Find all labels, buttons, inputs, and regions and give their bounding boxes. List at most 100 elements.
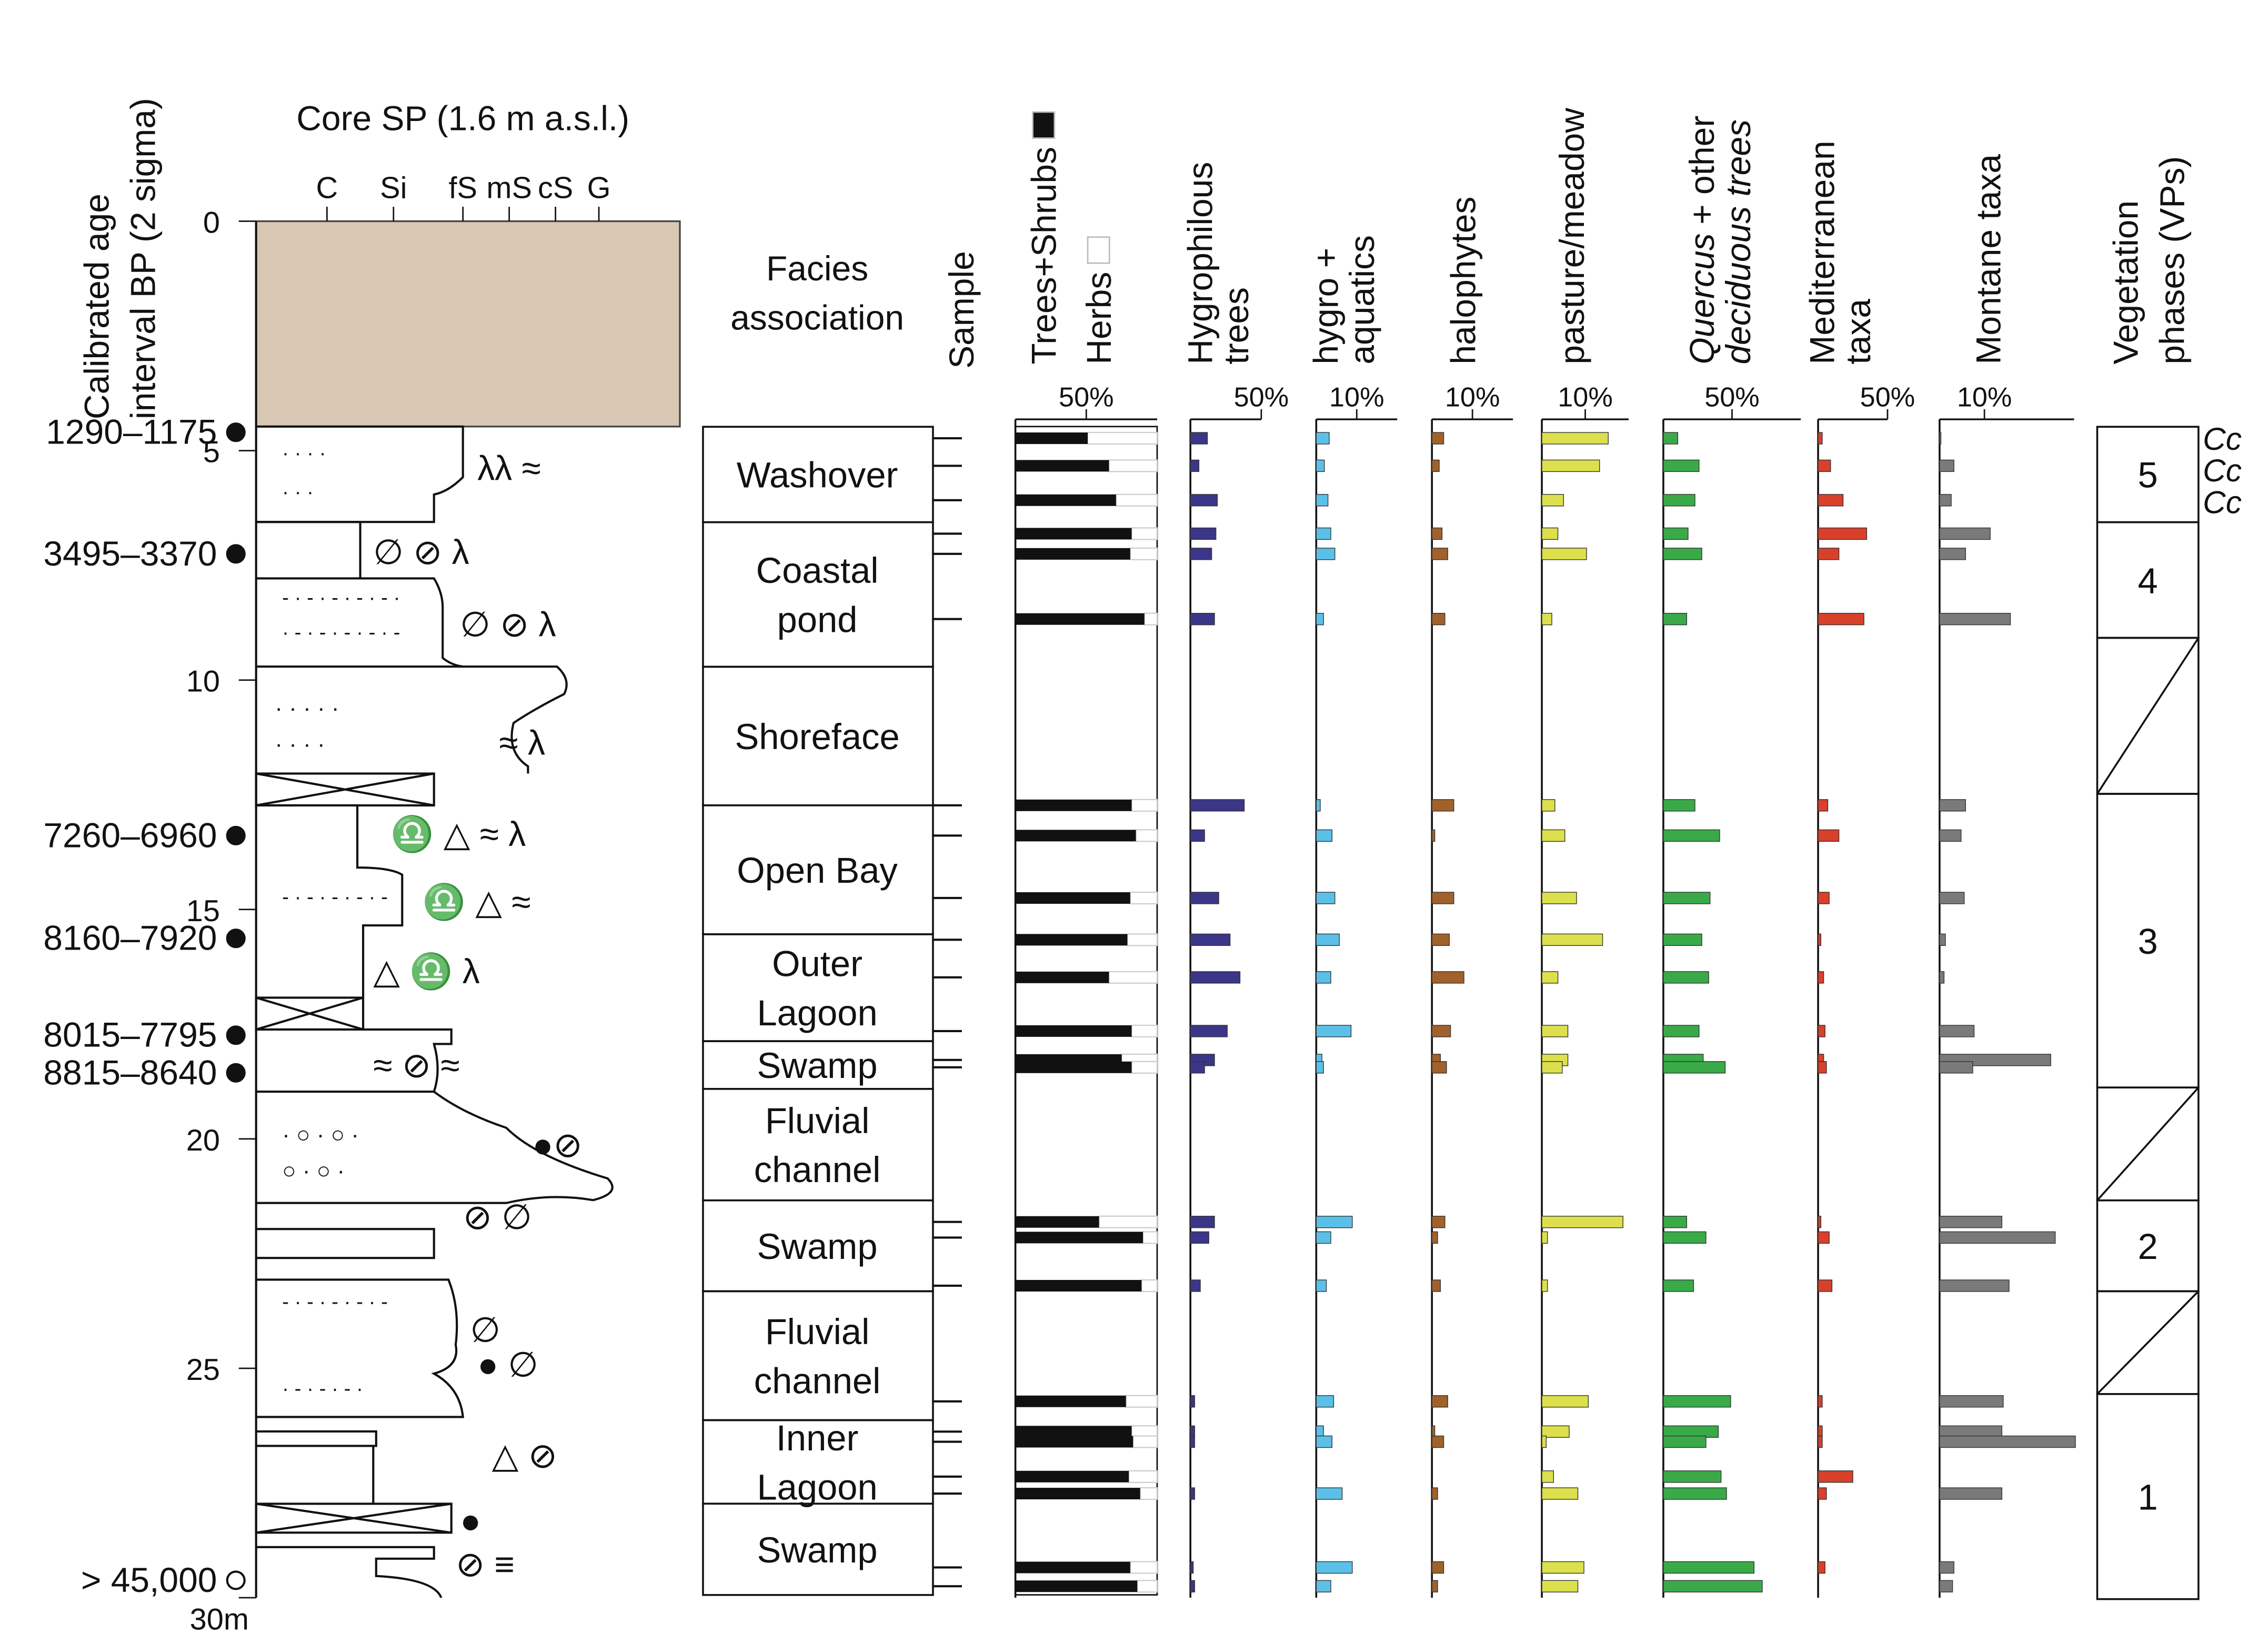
bar xyxy=(1190,613,1215,626)
bar xyxy=(1316,892,1336,904)
bar xyxy=(1541,971,1559,984)
bar xyxy=(1316,1279,1327,1292)
bar xyxy=(1939,1561,1954,1574)
bar xyxy=(1939,1025,1975,1037)
bar xyxy=(1015,892,1130,904)
bar xyxy=(1541,892,1577,904)
svg-text:· · ·: · · · xyxy=(282,481,314,503)
panel-tick-label: 10% xyxy=(1957,382,2012,412)
bar xyxy=(1541,613,1552,626)
facies-label: Fluvial xyxy=(765,1101,870,1141)
depth-tick-label: 30m xyxy=(190,1603,249,1637)
bar xyxy=(1015,432,1088,445)
bar xyxy=(1316,613,1324,626)
bar xyxy=(1015,799,1132,811)
bar xyxy=(1818,1395,1823,1408)
facies-label: Swamp xyxy=(757,1045,878,1086)
age-marker xyxy=(226,1570,246,1590)
panel-title-part: Quercus xyxy=(1682,233,1721,364)
bar xyxy=(1431,799,1454,812)
bar xyxy=(1190,892,1219,904)
bar xyxy=(1190,1061,1205,1074)
phases-title: phases (VPs) xyxy=(2152,156,2191,365)
bar xyxy=(1663,527,1689,540)
bar xyxy=(1431,1025,1451,1037)
grain-size-label: cS xyxy=(538,172,573,205)
bar xyxy=(1663,1279,1694,1292)
age-label: 8815–8640 xyxy=(43,1053,217,1092)
bar xyxy=(1663,1435,1707,1448)
bar xyxy=(1939,613,2011,626)
bar xyxy=(1541,527,1559,540)
facies-label: channel xyxy=(754,1149,881,1190)
svg-text:∅ ⊘ λ: ∅ ⊘ λ xyxy=(460,604,556,643)
bar xyxy=(1939,892,1965,904)
bar xyxy=(1190,1231,1209,1244)
bar xyxy=(1541,432,1609,445)
bar xyxy=(1015,1470,1129,1482)
bar xyxy=(1431,459,1440,472)
bar xyxy=(1818,1061,1827,1074)
panel-tick-label: 10% xyxy=(1329,382,1384,412)
phase-label: 1 xyxy=(2138,1477,2158,1517)
grain-size-label: Si xyxy=(380,172,407,205)
bar xyxy=(1316,1231,1331,1244)
legend-key xyxy=(1087,236,1110,264)
bar xyxy=(1015,830,1136,842)
svg-text:- · - · - · - · -: - · - · - · - · - xyxy=(282,1290,388,1313)
phase-diagonal xyxy=(2096,1086,2200,1201)
bar xyxy=(1541,548,1587,560)
herbs-bar xyxy=(1131,1061,1158,1074)
herbs-bar xyxy=(1142,1231,1158,1244)
bar xyxy=(1190,1395,1195,1408)
bar xyxy=(1663,971,1709,984)
panel-title: pasture/meadow xyxy=(1552,108,1591,365)
bar xyxy=(1663,799,1695,812)
bar xyxy=(1431,1395,1448,1408)
bar xyxy=(1663,432,1679,445)
bar xyxy=(1818,459,1831,472)
bar xyxy=(1431,1580,1438,1592)
bar xyxy=(1431,527,1443,540)
panel-title-part: aquatics xyxy=(1342,235,1381,365)
age-marker xyxy=(226,1025,246,1045)
herbs-bar xyxy=(1125,1395,1158,1408)
bar xyxy=(1663,892,1711,904)
herbs-bar xyxy=(1131,527,1158,540)
bar xyxy=(1541,1580,1579,1592)
herbs-bar xyxy=(1115,493,1158,507)
svg-text:⊘ ≡: ⊘ ≡ xyxy=(456,1545,515,1584)
depth-tick-label: 10 xyxy=(186,665,220,699)
facies-label: channel xyxy=(754,1360,881,1401)
panel-tick-label: 50% xyxy=(1059,382,1114,412)
bar xyxy=(1015,494,1116,506)
bar xyxy=(1541,1470,1554,1483)
bar xyxy=(1316,971,1331,984)
panel-title: deciduous trees xyxy=(1719,119,1758,365)
panel-tick-label: 50% xyxy=(1704,382,1760,412)
bar xyxy=(1015,1426,1132,1438)
svg-text:· · · · ·: · · · · · xyxy=(275,695,339,721)
bar xyxy=(1818,1487,1827,1500)
bar xyxy=(1431,432,1444,445)
bar xyxy=(1015,548,1130,560)
panel-title-part: halophytes xyxy=(1444,197,1483,365)
svg-text:● ∅: ● ∅ xyxy=(477,1345,538,1384)
bar xyxy=(1663,459,1700,472)
phase-label: 5 xyxy=(2138,455,2158,496)
panel-title-part: deciduous trees xyxy=(1719,119,1758,365)
bar xyxy=(1015,1488,1140,1500)
panel-title-part: Hygrophilous xyxy=(1180,162,1219,365)
bar xyxy=(1015,460,1109,472)
bar xyxy=(1663,1487,1727,1500)
facies-label: Lagoon xyxy=(757,993,877,1033)
bar xyxy=(1818,548,1840,560)
svg-text:· - · - · - ·: · - · - · - · xyxy=(282,1377,363,1400)
bar xyxy=(1663,548,1702,560)
phase-diagonal xyxy=(2096,637,2200,794)
svg-text:- · - · - · - · - ·: - · - · - · - · - · xyxy=(282,587,400,609)
herbs-bar xyxy=(1127,933,1158,946)
herbs-bar xyxy=(1129,1561,1158,1574)
facies-box xyxy=(702,1502,934,1596)
bar xyxy=(1015,613,1145,625)
